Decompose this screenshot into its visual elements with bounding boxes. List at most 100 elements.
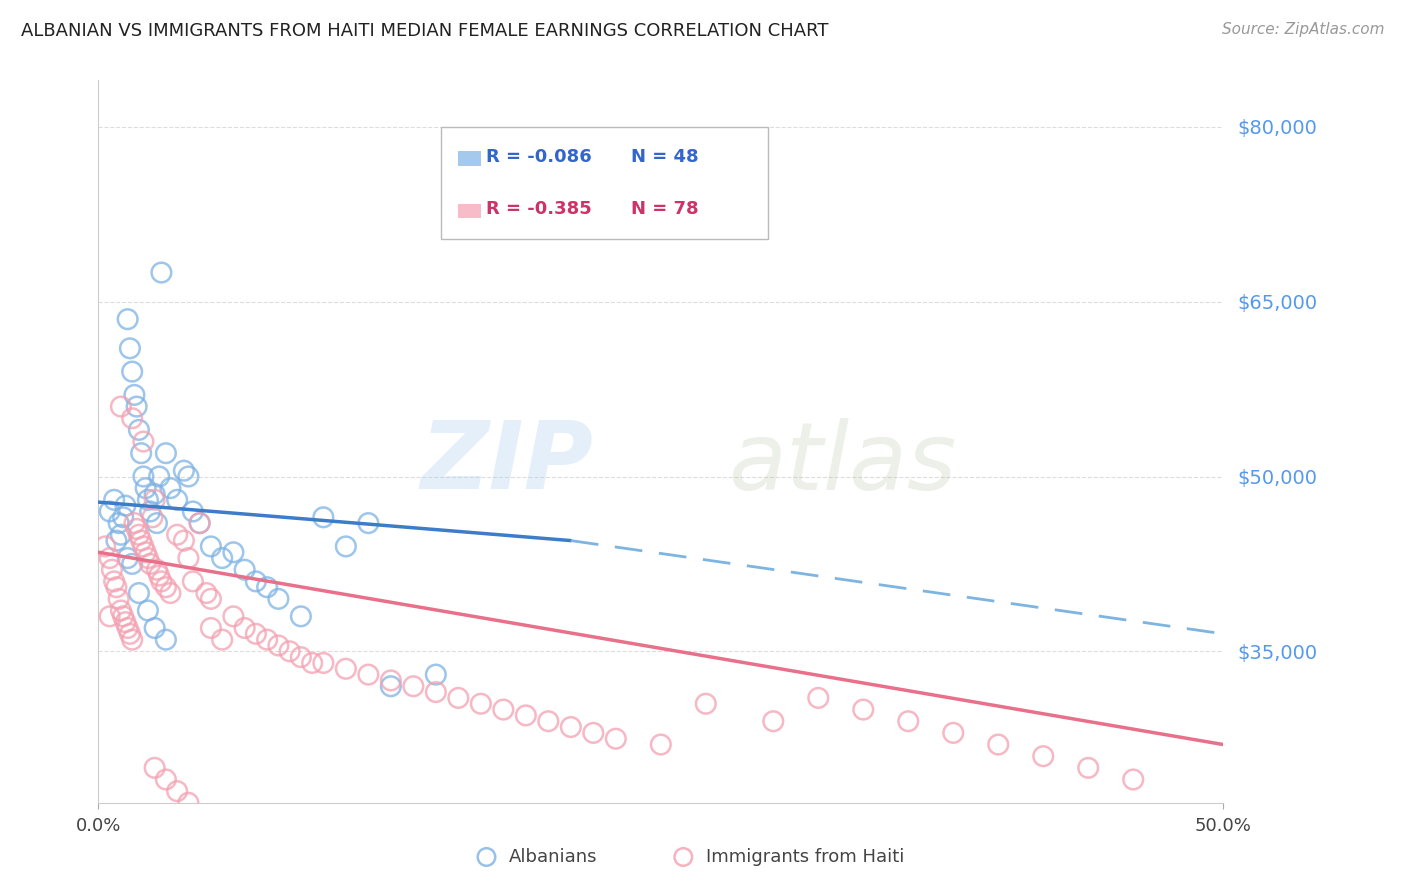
Text: ALBANIAN VS IMMIGRANTS FROM HAITI MEDIAN FEMALE EARNINGS CORRELATION CHART: ALBANIAN VS IMMIGRANTS FROM HAITI MEDIAN… — [21, 22, 828, 40]
Point — [129, 446, 152, 460]
Point — [132, 540, 155, 554]
Point — [897, 714, 920, 729]
Point — [181, 504, 204, 518]
Point — [98, 504, 121, 518]
Text: N = 48: N = 48 — [631, 148, 699, 166]
Point — [107, 516, 129, 530]
Point — [146, 563, 169, 577]
Point — [143, 761, 166, 775]
Point — [173, 533, 195, 548]
Point — [200, 621, 222, 635]
Point — [1122, 772, 1144, 787]
Point — [118, 627, 141, 641]
Point — [98, 609, 121, 624]
Point — [141, 510, 163, 524]
Point — [695, 697, 717, 711]
Point — [112, 510, 135, 524]
Point — [233, 621, 256, 635]
Point — [129, 533, 152, 548]
Point — [987, 738, 1010, 752]
Point — [256, 580, 278, 594]
Point — [402, 679, 425, 693]
Point — [537, 714, 560, 729]
Point — [124, 388, 146, 402]
Point — [312, 510, 335, 524]
Point — [143, 487, 166, 501]
Point — [188, 807, 211, 822]
Text: R = -0.086: R = -0.086 — [486, 148, 592, 166]
Point — [117, 312, 139, 326]
Point — [560, 720, 582, 734]
Point — [121, 632, 143, 647]
Point — [103, 492, 125, 507]
Point — [139, 557, 162, 571]
Point — [357, 667, 380, 681]
Point — [380, 679, 402, 693]
Point — [166, 528, 188, 542]
Point — [605, 731, 627, 746]
Point — [357, 516, 380, 530]
Point — [447, 690, 470, 705]
Point — [121, 411, 143, 425]
Point — [128, 586, 150, 600]
Point — [1032, 749, 1054, 764]
Point — [852, 702, 875, 716]
Point — [110, 400, 132, 414]
Point — [105, 580, 128, 594]
Point — [233, 563, 256, 577]
Point — [290, 650, 312, 665]
Text: Immigrants from Haiti: Immigrants from Haiti — [706, 848, 904, 866]
Point — [245, 627, 267, 641]
Point — [148, 469, 170, 483]
Point — [425, 685, 447, 699]
Point — [150, 574, 173, 589]
Point — [143, 621, 166, 635]
Point — [222, 545, 245, 559]
Point — [159, 586, 181, 600]
Point — [188, 516, 211, 530]
Text: atlas: atlas — [728, 417, 956, 508]
Point — [139, 504, 162, 518]
Point — [1077, 761, 1099, 775]
Point — [121, 557, 143, 571]
Point — [136, 603, 159, 617]
Point — [150, 266, 173, 280]
Point — [256, 632, 278, 647]
Point — [98, 551, 121, 566]
Point — [582, 726, 605, 740]
Point — [200, 540, 222, 554]
Point — [155, 580, 177, 594]
Point — [173, 464, 195, 478]
Point — [101, 563, 124, 577]
Point — [181, 574, 204, 589]
Point — [155, 772, 177, 787]
Point — [177, 796, 200, 810]
Point — [128, 423, 150, 437]
Point — [425, 667, 447, 681]
Point — [117, 621, 139, 635]
Point — [245, 574, 267, 589]
Text: N = 78: N = 78 — [631, 201, 699, 219]
Point — [762, 714, 785, 729]
Point — [135, 481, 157, 495]
Point — [148, 568, 170, 582]
Text: R = -0.385: R = -0.385 — [486, 201, 592, 219]
Point — [155, 632, 177, 647]
Point — [110, 603, 132, 617]
Point — [112, 609, 135, 624]
Point — [267, 639, 290, 653]
Point — [135, 545, 157, 559]
Point — [103, 574, 125, 589]
Point — [110, 528, 132, 542]
Point — [222, 609, 245, 624]
Point — [807, 690, 830, 705]
Point — [94, 540, 117, 554]
Point — [143, 492, 166, 507]
Point — [105, 533, 128, 548]
Point — [195, 586, 218, 600]
Point — [166, 784, 188, 798]
Point — [177, 551, 200, 566]
Point — [121, 365, 143, 379]
Point — [380, 673, 402, 688]
Point — [335, 540, 357, 554]
